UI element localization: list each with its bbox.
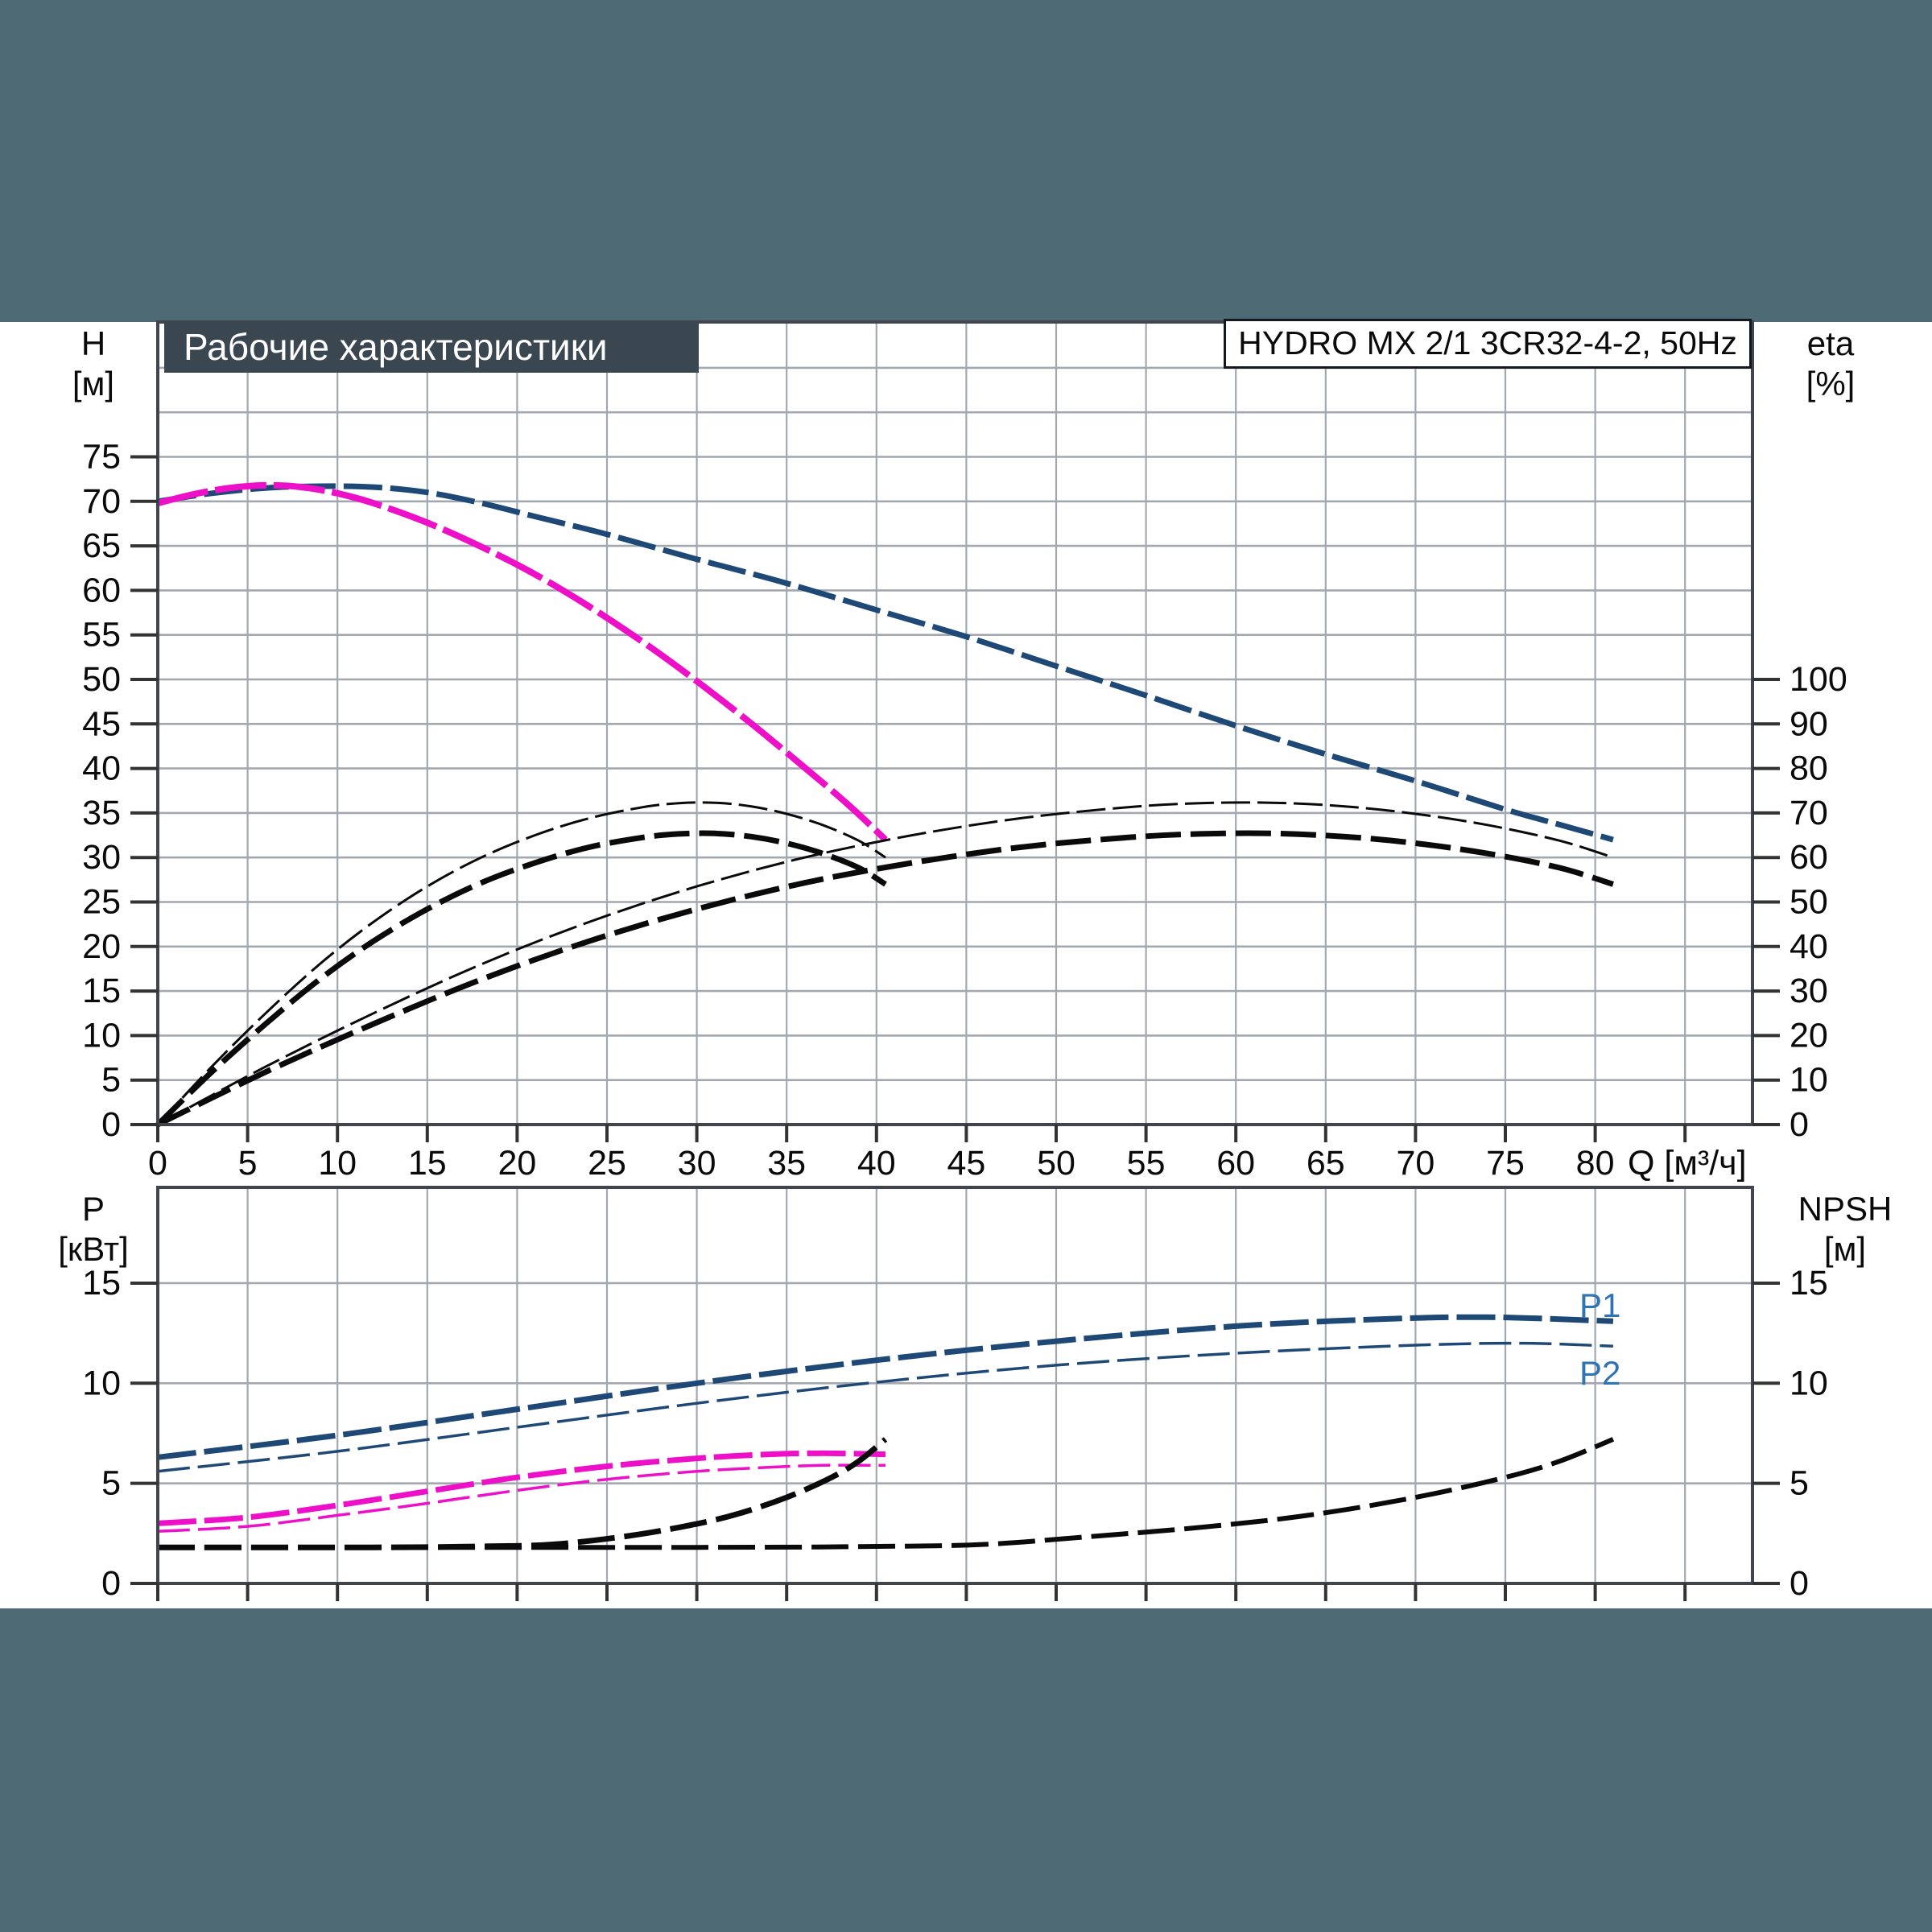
pump-model-label: HYDRO MX 2/1 3CR32-4-2, 50Hz bbox=[1224, 319, 1752, 369]
svg-text:50: 50 bbox=[1037, 1144, 1075, 1183]
svg-text:60: 60 bbox=[82, 571, 121, 609]
svg-text:25: 25 bbox=[82, 883, 121, 922]
svg-text:0: 0 bbox=[1790, 1564, 1809, 1603]
chart-power: 0 5 10 15 0 5 10 15 bbox=[82, 1186, 1828, 1603]
p2-curve-label: P2 bbox=[1579, 1354, 1621, 1392]
series-npsh-2-pumps bbox=[157, 1437, 1615, 1550]
svg-text:75: 75 bbox=[82, 438, 121, 477]
power-grid bbox=[158, 1187, 1752, 1583]
svg-text:15: 15 bbox=[82, 1264, 121, 1302]
svg-text:5: 5 bbox=[101, 1464, 121, 1503]
svg-text:70: 70 bbox=[1790, 794, 1828, 832]
svg-text:0: 0 bbox=[101, 1564, 121, 1603]
svg-text:60: 60 bbox=[1790, 838, 1828, 877]
svg-text:40: 40 bbox=[82, 749, 121, 788]
svg-text:15: 15 bbox=[408, 1144, 447, 1183]
svg-text:35: 35 bbox=[767, 1144, 806, 1183]
efficiency-axis-unit: [%] bbox=[1806, 365, 1856, 402]
svg-text:30: 30 bbox=[678, 1144, 716, 1183]
svg-text:60: 60 bbox=[1216, 1144, 1255, 1183]
svg-text:20: 20 bbox=[1790, 1016, 1828, 1055]
series-p1-2-pumps bbox=[157, 1314, 1614, 1460]
svg-text:5: 5 bbox=[101, 1061, 121, 1100]
svg-text:5: 5 bbox=[238, 1144, 258, 1183]
series-eta-2-pumps-thick bbox=[156, 830, 1614, 1128]
svg-text:10: 10 bbox=[82, 1364, 121, 1402]
svg-text:35: 35 bbox=[82, 794, 121, 832]
efficiency-axis-symbol: eta bbox=[1806, 324, 1855, 362]
p1-curve-label: P1 bbox=[1579, 1286, 1621, 1324]
flow-axis-label: Q [м³/ч] bbox=[1628, 1144, 1747, 1183]
npsh-axis-unit: [м] bbox=[1823, 1230, 1867, 1268]
power-axis-unit: [кВт] bbox=[58, 1230, 129, 1268]
series-p2-2-pumps bbox=[157, 1341, 1613, 1473]
svg-text:15: 15 bbox=[82, 972, 121, 1010]
svg-text:0: 0 bbox=[1790, 1105, 1809, 1144]
svg-text:50: 50 bbox=[82, 660, 121, 699]
svg-text:10: 10 bbox=[1790, 1061, 1828, 1100]
svg-text:90: 90 bbox=[1790, 704, 1828, 743]
svg-text:15: 15 bbox=[1790, 1264, 1828, 1302]
top-background-band bbox=[0, 0, 1932, 322]
svg-text:80: 80 bbox=[1790, 749, 1828, 788]
svg-text:65: 65 bbox=[1307, 1144, 1345, 1183]
chart-main: 0510152025303540455055606570750102030405… bbox=[82, 320, 1847, 1183]
svg-text:75: 75 bbox=[1486, 1144, 1525, 1183]
svg-text:65: 65 bbox=[82, 526, 121, 565]
power-axis-symbol: P bbox=[81, 1190, 105, 1228]
series-head-2-pumps bbox=[157, 483, 1614, 843]
bottom-background-band bbox=[0, 1608, 1932, 1932]
svg-text:40: 40 bbox=[857, 1144, 896, 1183]
svg-text:10: 10 bbox=[82, 1016, 121, 1055]
svg-text:70: 70 bbox=[1396, 1144, 1435, 1183]
head-axis-symbol: H bbox=[80, 324, 106, 362]
svg-text:0: 0 bbox=[101, 1105, 121, 1144]
svg-text:50: 50 bbox=[1790, 883, 1828, 922]
svg-text:100: 100 bbox=[1790, 660, 1847, 699]
main-grid bbox=[158, 322, 1752, 1125]
power-ticks: 0 5 10 15 0 5 10 15 bbox=[82, 1264, 1828, 1603]
svg-text:80: 80 bbox=[1576, 1144, 1615, 1183]
page-title: Рабочие характеристики bbox=[164, 321, 699, 373]
series-p2-1-pump bbox=[157, 1463, 886, 1534]
svg-text:5: 5 bbox=[1790, 1464, 1809, 1503]
svg-text:30: 30 bbox=[82, 838, 121, 877]
svg-text:0: 0 bbox=[148, 1144, 167, 1183]
main-ticks: 0510152025303540455055606570750102030405… bbox=[82, 438, 1847, 1183]
svg-text:45: 45 bbox=[82, 704, 121, 743]
svg-text:30: 30 bbox=[1790, 972, 1828, 1010]
npsh-axis-symbol: NPSH bbox=[1798, 1190, 1893, 1228]
svg-text:40: 40 bbox=[1790, 927, 1828, 966]
series-eta-1-pump-thin bbox=[156, 801, 886, 1126]
series-p1-1-pump bbox=[157, 1450, 886, 1526]
svg-text:55: 55 bbox=[1127, 1144, 1166, 1183]
series-eta-2-pumps-thin bbox=[157, 801, 1614, 1126]
svg-text:20: 20 bbox=[497, 1144, 536, 1183]
head-axis-unit: [м] bbox=[72, 365, 115, 402]
svg-text:70: 70 bbox=[82, 482, 121, 521]
svg-text:10: 10 bbox=[318, 1144, 357, 1183]
svg-text:25: 25 bbox=[588, 1144, 626, 1183]
series-head-1-pump bbox=[157, 481, 888, 843]
svg-text:10: 10 bbox=[1790, 1364, 1828, 1402]
svg-text:55: 55 bbox=[82, 616, 121, 654]
svg-text:20: 20 bbox=[82, 927, 121, 966]
svg-text:45: 45 bbox=[947, 1144, 985, 1183]
